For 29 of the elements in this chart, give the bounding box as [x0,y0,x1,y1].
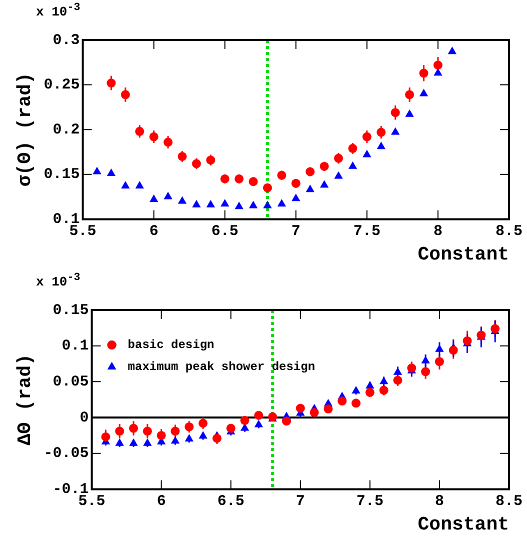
x-axis-title: Constant [418,243,509,266]
x-tick-label: 6 [156,492,166,510]
x-tick-label: 7 [291,222,300,240]
y-tick-label: 0.1 [62,338,89,355]
x-tick-label: 7.5 [353,222,380,240]
legend-label: basic design [128,338,214,352]
y-tick-label: 0.2 [52,121,80,138]
x-tick-label: 7 [296,492,305,510]
x-tick-label: 8.5 [495,492,523,510]
y-tick-label: 0.15 [44,166,80,184]
y-axis-title: σ(Θ) (rad) [14,72,36,187]
y-tick-label: -0.05 [44,445,89,462]
x-tick-label: 8 [434,492,444,510]
text: x 10$^{-3}$ [36,272,80,290]
y-tick-label: 0.15 [52,302,89,319]
y-tick-label: 0.3 [52,32,80,49]
y-tick-label: 0.05 [52,373,89,390]
x-tick-label: 6.5 [211,222,238,240]
x-tick-label: 6.5 [217,492,244,510]
x-tick-label: 8.5 [495,222,523,240]
x-tick-label: 6 [149,222,158,240]
x-axis-title: Constant [418,513,509,536]
legend-label: maximum peak shower design [128,360,316,374]
x-tick-label: 8 [433,222,442,240]
y-tick-label: 0.25 [44,76,80,94]
text: x 10$^{-3}$ [36,2,80,20]
y-tick-label: 0 [80,409,89,426]
y-axis-title: ΔΘ (rad) [14,354,36,446]
x-tick-label: 7.5 [356,492,384,510]
